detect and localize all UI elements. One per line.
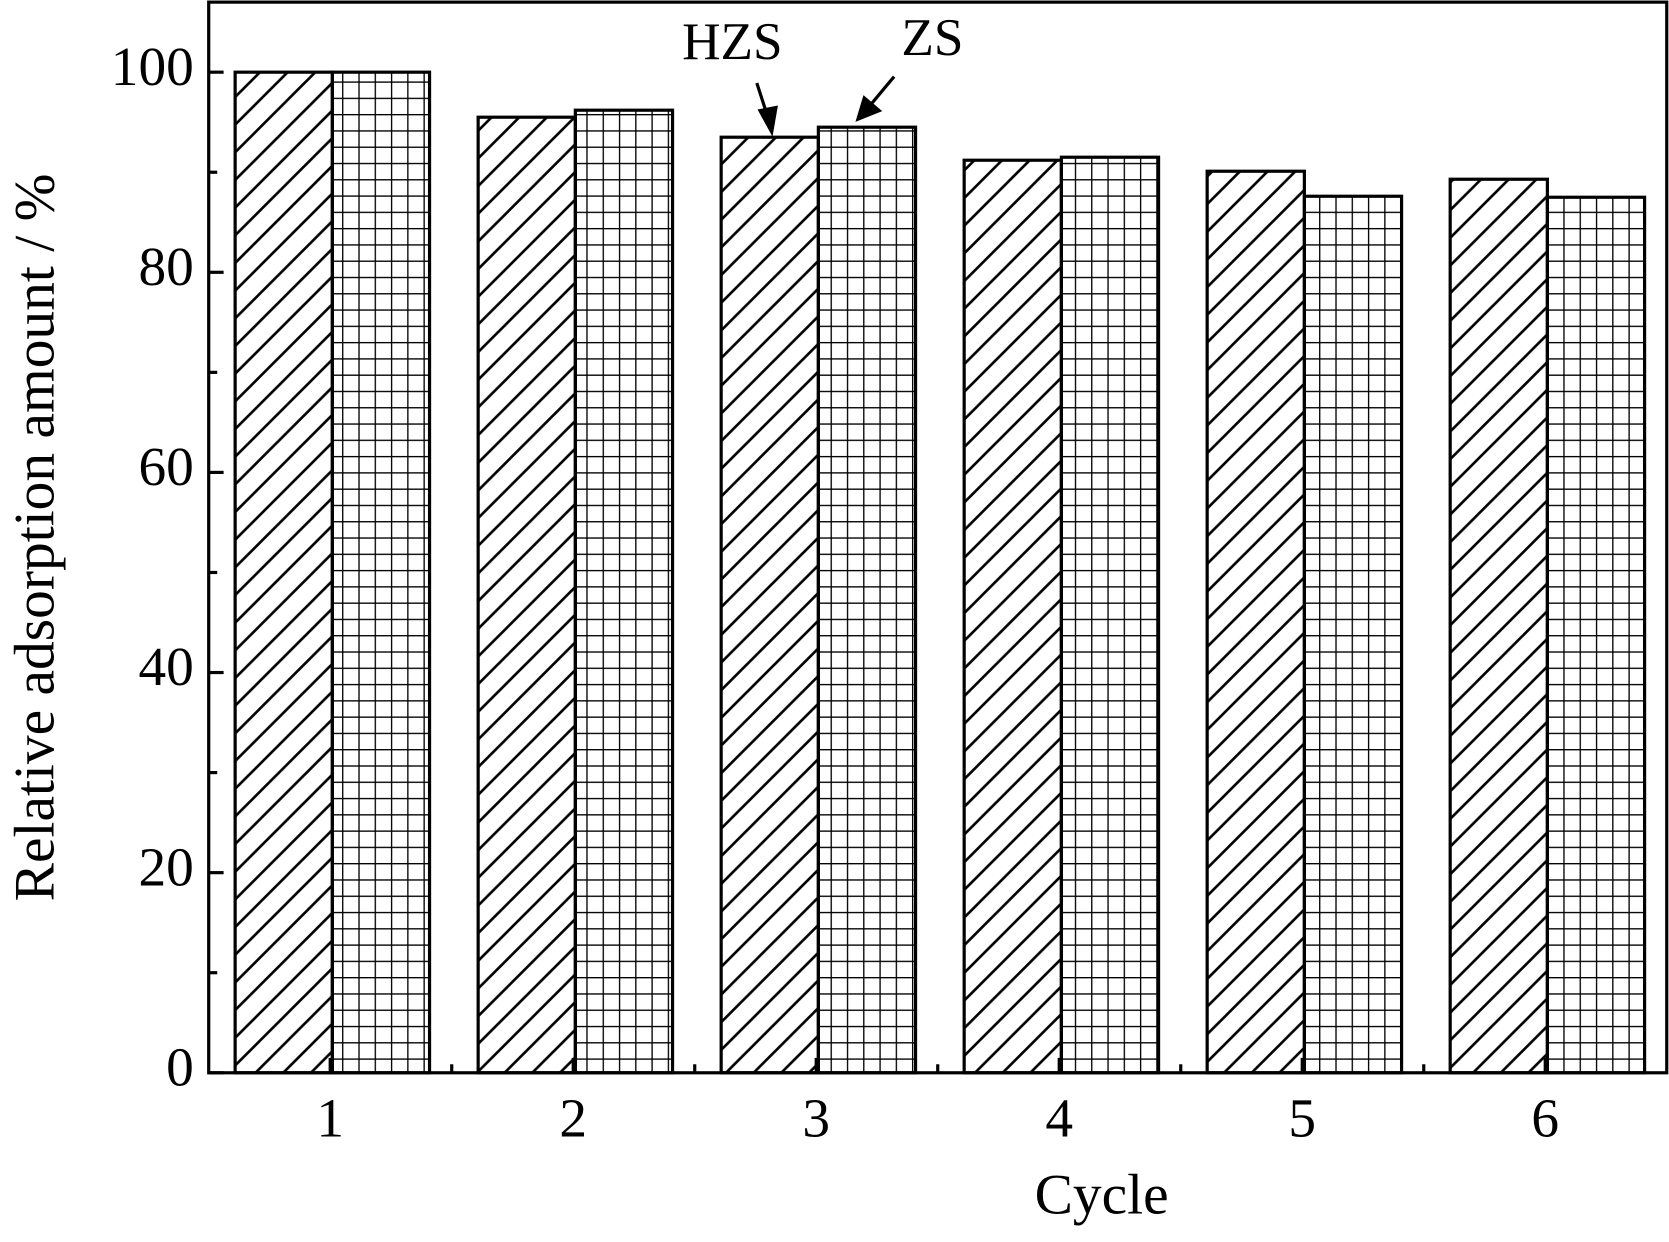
y-tick-label: 80 xyxy=(138,236,193,297)
bar xyxy=(1545,195,1647,1075)
bar xyxy=(1302,194,1404,1075)
plot-frame xyxy=(207,0,1669,1075)
x-tick-label: 2 xyxy=(559,1088,587,1149)
bar xyxy=(330,70,432,1075)
bar xyxy=(1448,177,1549,1075)
bar xyxy=(1205,169,1306,1075)
y-axis-title: Relative adsorption amount / % xyxy=(4,174,67,902)
x-tick-label: 1 xyxy=(316,1088,344,1149)
bar xyxy=(233,70,334,1075)
arrowhead xyxy=(855,95,883,122)
bar xyxy=(719,135,820,1075)
bar xyxy=(1059,155,1161,1075)
x-tick-label: 6 xyxy=(1531,1088,1559,1149)
y-tick-label: 0 xyxy=(166,1036,194,1097)
series-annotation: HZS xyxy=(682,12,783,71)
series-annotation: ZS xyxy=(901,8,963,67)
y-tick-label: 40 xyxy=(138,636,193,697)
bar xyxy=(573,108,675,1075)
arrowhead xyxy=(757,105,778,137)
y-tick-label: 20 xyxy=(138,836,193,897)
x-tick-label: 5 xyxy=(1288,1088,1316,1149)
x-tick-label: 3 xyxy=(802,1088,830,1149)
y-tick-label: 100 xyxy=(111,36,194,97)
bar xyxy=(816,125,918,1075)
annotation-arrows xyxy=(755,75,896,137)
bar xyxy=(962,158,1063,1075)
y-tick-label: 60 xyxy=(138,436,193,497)
bar xyxy=(476,115,577,1075)
x-tick-label: 4 xyxy=(1045,1088,1073,1149)
x-axis-title: Cycle xyxy=(1035,1164,1169,1227)
